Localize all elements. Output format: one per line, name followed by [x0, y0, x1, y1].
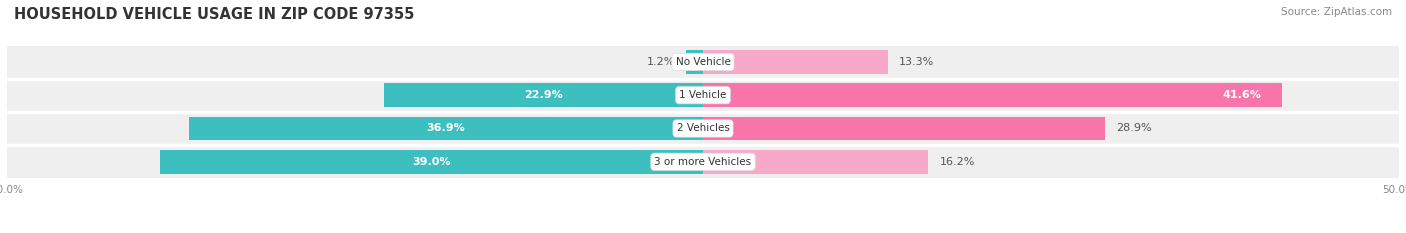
Bar — [7, 113, 1399, 144]
Bar — [703, 150, 928, 174]
Text: 16.2%: 16.2% — [939, 157, 974, 167]
Text: Source: ZipAtlas.com: Source: ZipAtlas.com — [1281, 7, 1392, 17]
Text: 36.9%: 36.9% — [427, 123, 465, 134]
Bar — [686, 50, 703, 74]
Text: 2 Vehicles: 2 Vehicles — [676, 123, 730, 134]
Text: 28.9%: 28.9% — [1116, 123, 1152, 134]
Bar — [190, 116, 703, 140]
Text: 13.3%: 13.3% — [900, 57, 935, 67]
Bar — [7, 79, 1399, 111]
Bar — [160, 150, 703, 174]
Text: No Vehicle: No Vehicle — [675, 57, 731, 67]
Bar — [7, 46, 1399, 78]
Bar — [703, 50, 889, 74]
Text: 1.2%: 1.2% — [647, 57, 675, 67]
Bar — [703, 116, 1105, 140]
Text: 41.6%: 41.6% — [1222, 90, 1261, 100]
Text: HOUSEHOLD VEHICLE USAGE IN ZIP CODE 97355: HOUSEHOLD VEHICLE USAGE IN ZIP CODE 9735… — [14, 7, 415, 22]
Text: 39.0%: 39.0% — [412, 157, 451, 167]
Bar — [703, 83, 1282, 107]
Bar — [7, 146, 1399, 178]
Text: 3 or more Vehicles: 3 or more Vehicles — [654, 157, 752, 167]
Text: 1 Vehicle: 1 Vehicle — [679, 90, 727, 100]
Bar — [384, 83, 703, 107]
Text: 22.9%: 22.9% — [524, 90, 562, 100]
